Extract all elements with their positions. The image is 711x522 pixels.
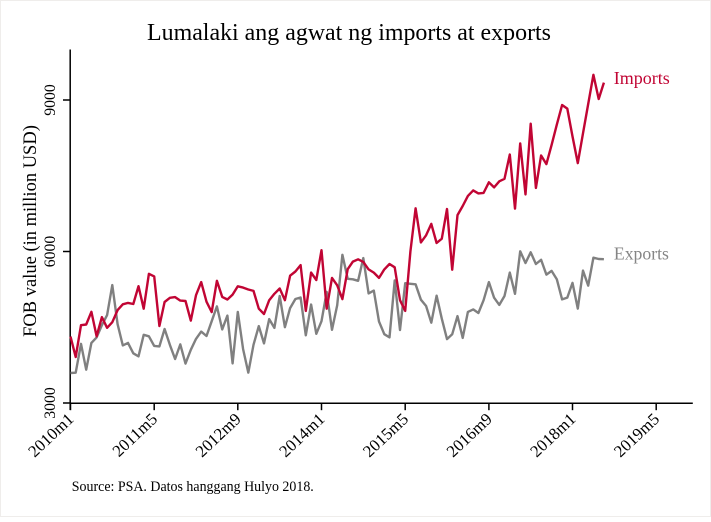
svg-text:6000: 6000	[42, 236, 59, 268]
svg-text:Lumalaki ang agwat ng imports: Lumalaki ang agwat ng imports at exports	[147, 19, 551, 46]
svg-text:3000: 3000	[42, 387, 59, 419]
svg-text:Source: PSA. Datos hanggang Hu: Source: PSA. Datos hanggang Hulyo 2018.	[72, 479, 314, 495]
svg-text:Exports: Exports	[614, 244, 669, 264]
svg-text:9000: 9000	[42, 84, 59, 116]
svg-text:FOB value (in million USD): FOB value (in million USD)	[21, 125, 41, 337]
svg-text:Imports: Imports	[614, 68, 670, 88]
